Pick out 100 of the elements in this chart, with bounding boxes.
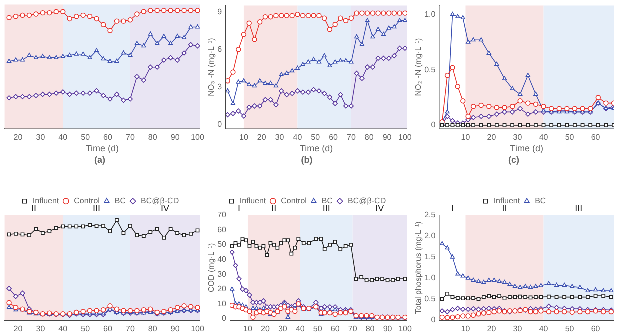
y-tick-label: 0 (218, 120, 223, 130)
x-tick-label: 50 (81, 132, 91, 142)
legend-label: BC@β-CD (348, 196, 386, 206)
x-tick-label: 60 (330, 324, 340, 334)
x-tick-label: 90 (382, 132, 392, 142)
x-tick-label: 40 (296, 324, 306, 334)
y-tick-label: 1.0 (424, 274, 436, 283)
band-label: III (575, 203, 583, 214)
x-tick-label: 20 (14, 324, 24, 334)
x-tick-label: 10 (461, 132, 471, 142)
x-tick-label: 30 (275, 132, 285, 142)
x-tick-label: 20 (260, 324, 270, 334)
x-tick-label: 10 (240, 132, 249, 142)
y-tick-label: 0 (222, 314, 228, 324)
band-label: III (93, 203, 101, 214)
x-tick-label: 70 (126, 324, 136, 334)
x-tick-label: 30 (513, 324, 523, 334)
legend-label: BC (114, 196, 126, 206)
legend-label: Control (74, 196, 100, 206)
x-axis-title: Time (d) (300, 143, 334, 154)
x-tick-label: 30 (36, 132, 46, 142)
x-tick-label: 80 (366, 324, 376, 334)
y-tick-label: 0 (431, 316, 436, 325)
x-tick-label: 20 (257, 132, 267, 142)
x-tick-label: 20 (487, 324, 497, 334)
text: (c) (508, 155, 520, 166)
legend-label: BC (322, 196, 334, 206)
x-tick-label: 40 (58, 324, 68, 334)
y-tick-label: 6 (218, 44, 223, 54)
x-tick-label: 30 (36, 324, 46, 334)
y-tick-label: 50 (218, 240, 228, 250)
legend-label: BC@β-CD (141, 196, 180, 206)
legend-label: BC (535, 196, 546, 206)
x-tick-label: 90 (170, 132, 180, 142)
x-tick-label: 60 (591, 324, 601, 334)
y-axis-title: COD (mg·L⁻¹) (207, 242, 216, 293)
y-tick-label: 0.5 (424, 294, 436, 304)
x-tick-label: 90 (170, 324, 180, 334)
x-tick-label: 30 (278, 324, 288, 334)
y-tick-label: 20 (218, 284, 228, 294)
x-tick-label: 60 (329, 132, 339, 142)
text: (b) (301, 155, 313, 166)
legend-label: Influent (240, 196, 267, 206)
band-label: I (451, 203, 454, 214)
band-label: III (322, 203, 330, 214)
x-tick-label: 90 (383, 324, 393, 334)
x-tick-label: 70 (348, 324, 358, 334)
band-label: IV (376, 203, 384, 214)
x-tick-label: 80 (148, 132, 158, 142)
y-tick-label: 0 (431, 120, 436, 130)
y-tick-label: 10 (218, 299, 228, 308)
legend-label: Influent (494, 196, 521, 206)
y-tick-label: 60 (218, 225, 228, 234)
x-axis-title: Time (d) (86, 143, 119, 154)
x-tick-label: 60 (104, 324, 114, 334)
x-tick-label: 10 (244, 324, 253, 334)
x-tick-label: 30 (513, 132, 523, 142)
x-tick-label: 80 (364, 132, 374, 142)
x-tick-label: 70 (126, 132, 136, 142)
y-axis-title: NO₂⁻-N (mg·L⁻¹) (414, 38, 424, 96)
y-axis-title: Total phosphorus (mg·L⁻¹) (414, 221, 424, 314)
x-tick-label: 40 (58, 132, 68, 142)
x-tick-label: 20 (14, 132, 24, 142)
x-tick-label: 40 (539, 132, 549, 142)
x-tick-label: 50 (565, 132, 575, 142)
y-tick-label: 1.0 (424, 10, 436, 19)
y-tick-label: 0.5 (424, 65, 436, 74)
x-tick-label: 40 (539, 324, 549, 334)
text: (a) (94, 155, 106, 166)
x-tick-label: 100 (191, 324, 205, 334)
y-tick-label: 40 (218, 254, 228, 264)
legend-label: Control (281, 196, 308, 206)
band-label: II (31, 203, 36, 214)
x-tick-label: 100 (191, 132, 205, 142)
x-tick-label: 40 (293, 132, 303, 142)
band-label: II (272, 203, 277, 214)
x-tick-label: 60 (104, 132, 114, 142)
x-tick-label: 80 (148, 324, 158, 334)
y-axis-title: NO₃⁻-N (mg·L⁻¹) (207, 38, 216, 96)
x-tick-label: 50 (313, 324, 323, 334)
x-tick-label: 70 (347, 132, 356, 142)
y-tick-label: 70 (218, 210, 228, 220)
legend-label: Influent (32, 196, 60, 206)
band-label: I (238, 203, 240, 214)
x-tick-label: 20 (487, 132, 497, 142)
y-tick-label: 3 (218, 82, 223, 92)
x-tick-label: 50 (81, 324, 91, 334)
y-tick-label: 2.0 (424, 232, 436, 241)
x-tick-label: 100 (398, 324, 412, 334)
y-tick-label: 2.5 (424, 210, 436, 220)
y-tick-label: 30 (218, 270, 228, 279)
y-tick-label: 1.5 (424, 252, 436, 262)
y-tick-label: 9 (218, 7, 223, 16)
x-tick-label: 50 (565, 324, 575, 334)
x-axis-title: Time (d) (510, 143, 544, 154)
x-tick-label: 100 (398, 132, 412, 142)
band-label: II (502, 203, 508, 214)
x-tick-label: 10 (461, 324, 471, 334)
x-tick-label: 50 (311, 132, 321, 142)
x-tick-label: 60 (591, 132, 601, 142)
